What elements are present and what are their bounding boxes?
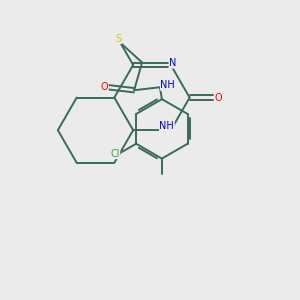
Text: NH: NH [160,121,174,131]
Text: O: O [214,93,222,103]
Text: NH: NH [160,80,175,90]
Text: S: S [115,34,122,44]
Text: O: O [100,82,108,92]
Text: Cl: Cl [110,148,120,159]
Text: N: N [169,58,176,68]
